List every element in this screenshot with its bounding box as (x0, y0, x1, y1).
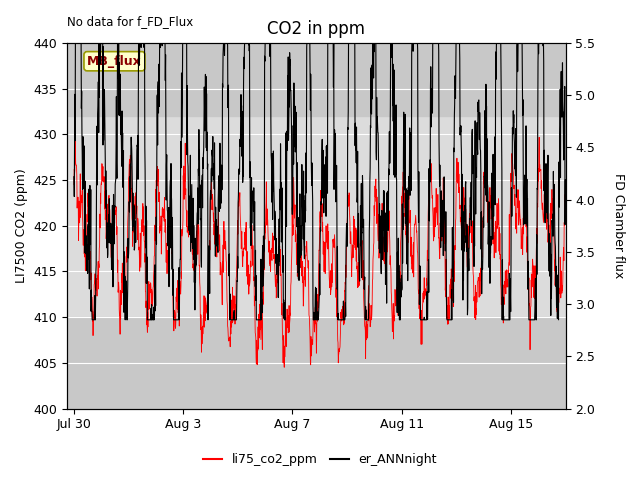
Y-axis label: LI7500 CO2 (ppm): LI7500 CO2 (ppm) (15, 168, 28, 283)
Text: No data for f_FD_Flux: No data for f_FD_Flux (67, 15, 193, 28)
Title: CO2 in ppm: CO2 in ppm (268, 21, 365, 38)
Text: MB_flux: MB_flux (87, 55, 142, 68)
Bar (67, 43, 566, 116)
Legend: li75_co2_ppm, er_ANNnight: li75_co2_ppm, er_ANNnight (198, 448, 442, 471)
Y-axis label: FD Chamber flux: FD Chamber flux (612, 173, 625, 278)
Bar (67, 317, 566, 408)
